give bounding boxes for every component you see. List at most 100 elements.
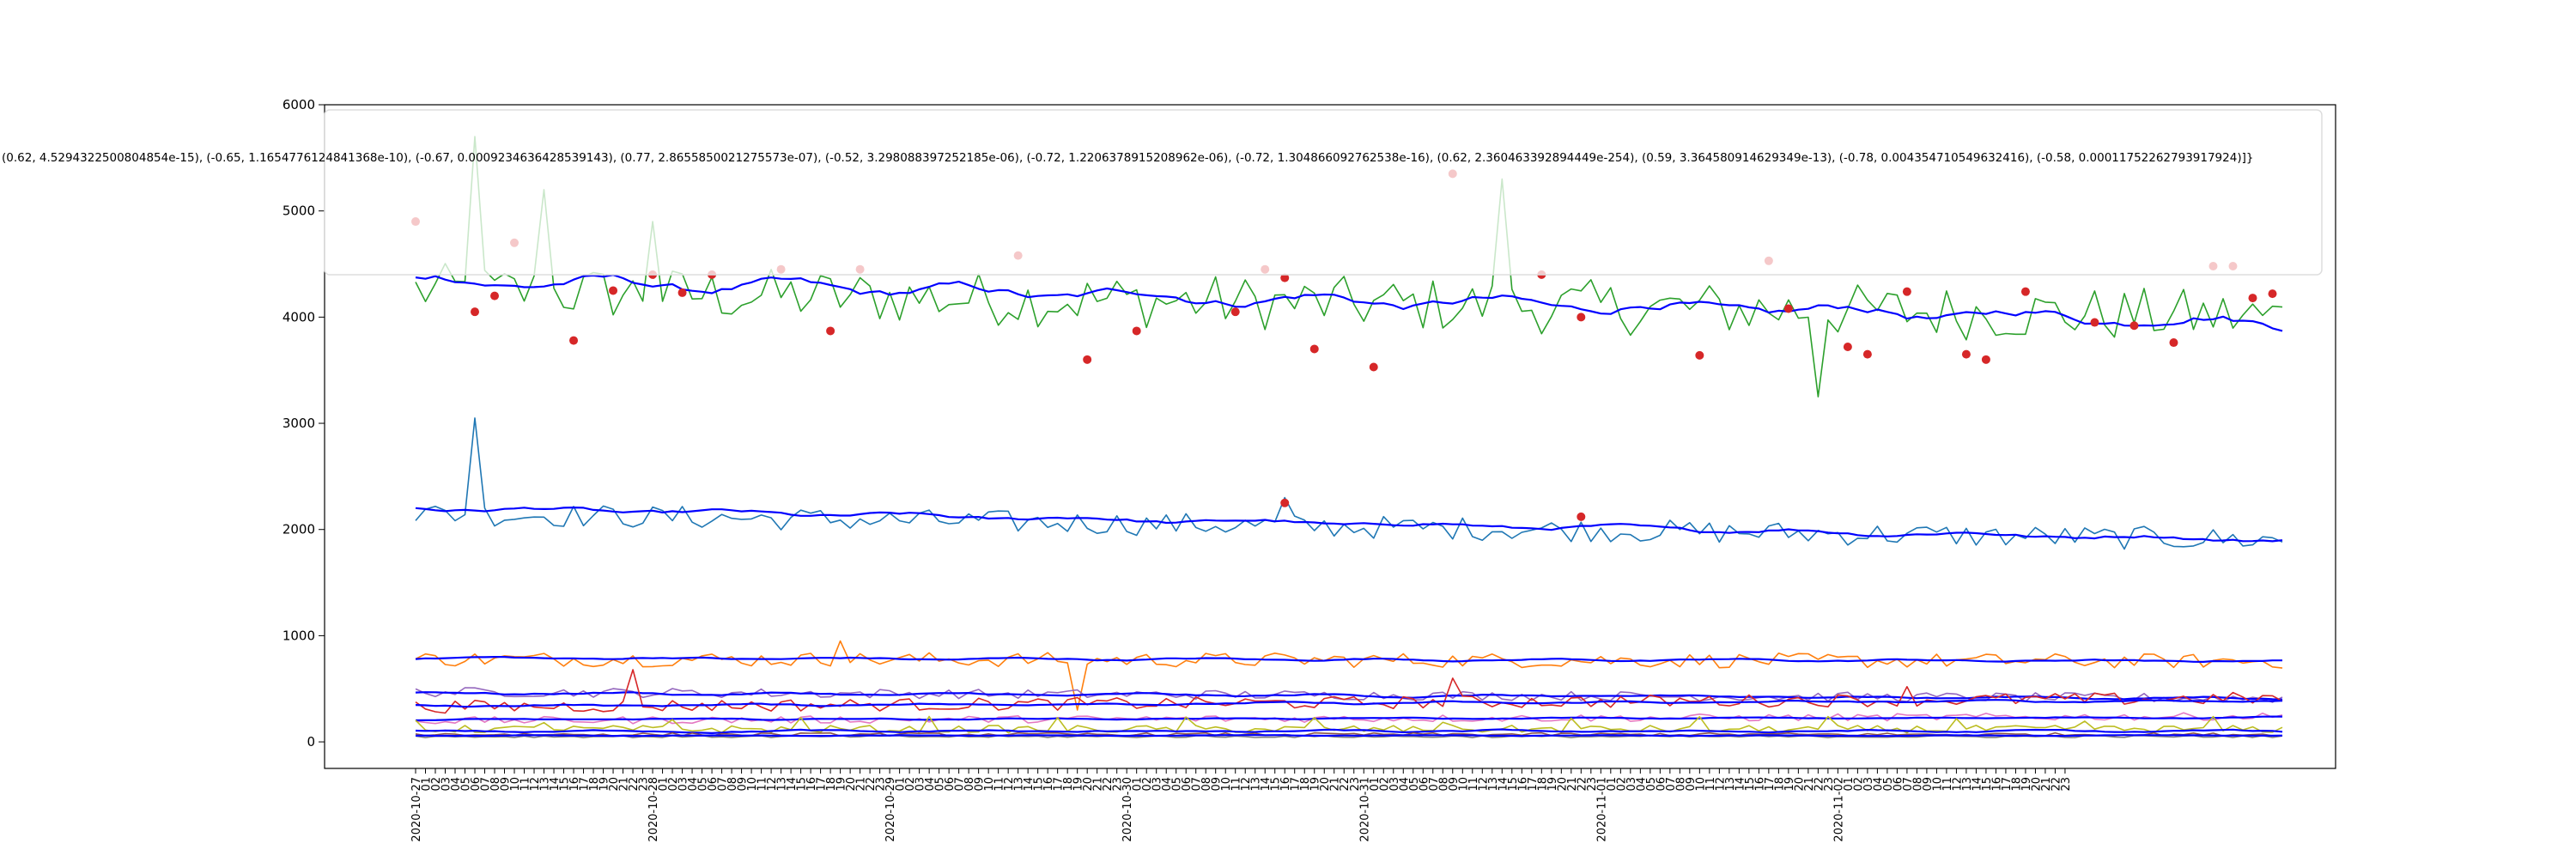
- x-tick-label: 07: [480, 777, 493, 792]
- anomaly-marker: [1280, 498, 1290, 507]
- anomaly-marker: [1083, 355, 1092, 364]
- x-tick-label: 02: [1615, 777, 1628, 792]
- y-tick-label: 2000: [283, 522, 315, 537]
- x-tick-label: 14: [549, 777, 562, 792]
- x-tick-label: 02: [430, 777, 443, 792]
- x-tick-label: 16: [1042, 777, 1055, 792]
- x-tick-label: 10: [1694, 777, 1707, 792]
- x-tick-label: 23: [1823, 777, 1836, 792]
- x-tick-label: 22: [628, 777, 641, 792]
- x-tick-label: 01: [421, 777, 434, 792]
- x-tick-label: 20: [1082, 777, 1095, 792]
- x-tick-label: 03: [440, 777, 453, 792]
- x-tick-label: 17: [1764, 777, 1777, 792]
- series-line: [415, 734, 2283, 738]
- anomaly-marker: [1783, 304, 1793, 313]
- x-tick-label: 19: [2020, 777, 2033, 792]
- x-tick-label: 19: [1309, 777, 1322, 792]
- x-tick-label: 03: [1388, 777, 1401, 792]
- anomaly-marker: [1862, 349, 1872, 359]
- x-tick-label: 12: [1477, 777, 1490, 792]
- axis-layer: 01000200030004000500060002020-10-2701020…: [283, 97, 2073, 842]
- series-line: [415, 691, 2283, 701]
- x-tick-label: 19: [1783, 777, 1796, 792]
- series-line: [415, 274, 2283, 332]
- anomaly-marker: [569, 336, 579, 345]
- series-line: [415, 728, 2283, 735]
- x-tick-label: 20: [2030, 777, 2043, 792]
- series-line: [415, 655, 2282, 664]
- x-tick-label: 21: [1092, 777, 1105, 792]
- x-tick-label: 13: [776, 777, 789, 792]
- x-tick-label: 03: [1151, 777, 1164, 792]
- y-tick-label: 6000: [283, 97, 315, 112]
- x-tick-label: 01: [895, 777, 908, 792]
- x-tick-label: 14: [1023, 777, 1036, 792]
- x-tick-label: 20: [608, 777, 621, 792]
- x-tick-label: 09: [1211, 777, 1224, 792]
- x-tick-label: 04: [687, 777, 700, 792]
- x-tick-label: 13: [1250, 777, 1263, 792]
- x-tick-label: 01: [1843, 777, 1856, 792]
- x-tick-label: 11: [993, 777, 1006, 792]
- x-tick-label: 07: [954, 777, 967, 792]
- x-tick-label: 13: [1487, 777, 1500, 792]
- x-tick-label: 07: [1191, 777, 1204, 792]
- x-tick-label: 09: [974, 777, 987, 792]
- x-tick-label: 15: [1270, 777, 1283, 792]
- x-tick-label: 11: [1941, 777, 1954, 792]
- x-tick-label: 21: [1329, 777, 1342, 792]
- x-tick-label: 01: [658, 777, 671, 792]
- anomaly-marker: [1369, 362, 1378, 372]
- x-tick-label: 05: [1882, 777, 1895, 792]
- anomaly-marker: [2248, 294, 2257, 303]
- x-tick-label: 09: [1448, 777, 1461, 792]
- x-tick-label: 18: [1062, 777, 1075, 792]
- x-tick-label: 06: [1655, 777, 1668, 792]
- x-tick-label: 02: [1378, 777, 1391, 792]
- x-tick-label: 05: [697, 777, 710, 792]
- series-line: [415, 136, 2283, 398]
- x-tick-label: 04: [1161, 777, 1174, 792]
- x-tick-label: 19: [1546, 777, 1559, 792]
- x-tick-label: 2020-11-01: [1595, 777, 1608, 842]
- x-tick-label: 14: [1734, 777, 1747, 792]
- x-tick-label: 22: [1102, 777, 1115, 792]
- x-tick-label: 03: [914, 777, 927, 792]
- x-tick-label: 04: [450, 777, 463, 792]
- y-tick-label: 0: [307, 734, 315, 750]
- x-tick-label: 15: [1033, 777, 1046, 792]
- x-tick-label: 22: [1813, 777, 1826, 792]
- x-tick-label: 02: [904, 777, 917, 792]
- x-tick-label: 08: [1674, 777, 1687, 792]
- x-tick-label: 2020-10-29: [884, 777, 897, 842]
- x-tick-label: 16: [1279, 777, 1292, 792]
- x-tick-label: 17: [1290, 777, 1303, 792]
- x-tick-label: 2020-11-02: [1832, 777, 1845, 842]
- x-tick-label: 06: [707, 777, 720, 792]
- x-tick-label: 17: [579, 777, 592, 792]
- anomaly-marker: [1695, 350, 1704, 360]
- x-tick-label: 18: [1536, 777, 1549, 792]
- x-tick-label: 17: [1053, 777, 1066, 792]
- x-tick-label: 08: [1911, 777, 1924, 792]
- anomaly-marker: [1902, 287, 1911, 296]
- x-tick-label: 22: [1339, 777, 1352, 792]
- x-tick-label: 11: [1467, 777, 1480, 792]
- x-tick-label: 08: [1437, 777, 1450, 792]
- annotation-text: (0.62, 4.5294322500804854e-15), (-0.65, …: [2, 151, 2253, 165]
- x-tick-label: 14: [1260, 777, 1273, 792]
- x-tick-label: 20: [845, 777, 858, 792]
- anomaly-marker: [609, 286, 618, 295]
- annotation-layer: (0.62, 4.5294322500804854e-15), (-0.65, …: [2, 109, 2323, 276]
- x-tick-label: 09: [500, 777, 513, 792]
- anomaly-marker: [1843, 342, 1852, 351]
- x-tick-label: 10: [1931, 777, 1944, 792]
- x-tick-label: 22: [865, 777, 878, 792]
- x-tick-label: 06: [1418, 777, 1431, 792]
- x-tick-label: 01: [1132, 777, 1145, 792]
- x-tick-label: 12: [529, 777, 542, 792]
- x-tick-label: 11: [756, 777, 769, 792]
- x-tick-label: 12: [1714, 777, 1727, 792]
